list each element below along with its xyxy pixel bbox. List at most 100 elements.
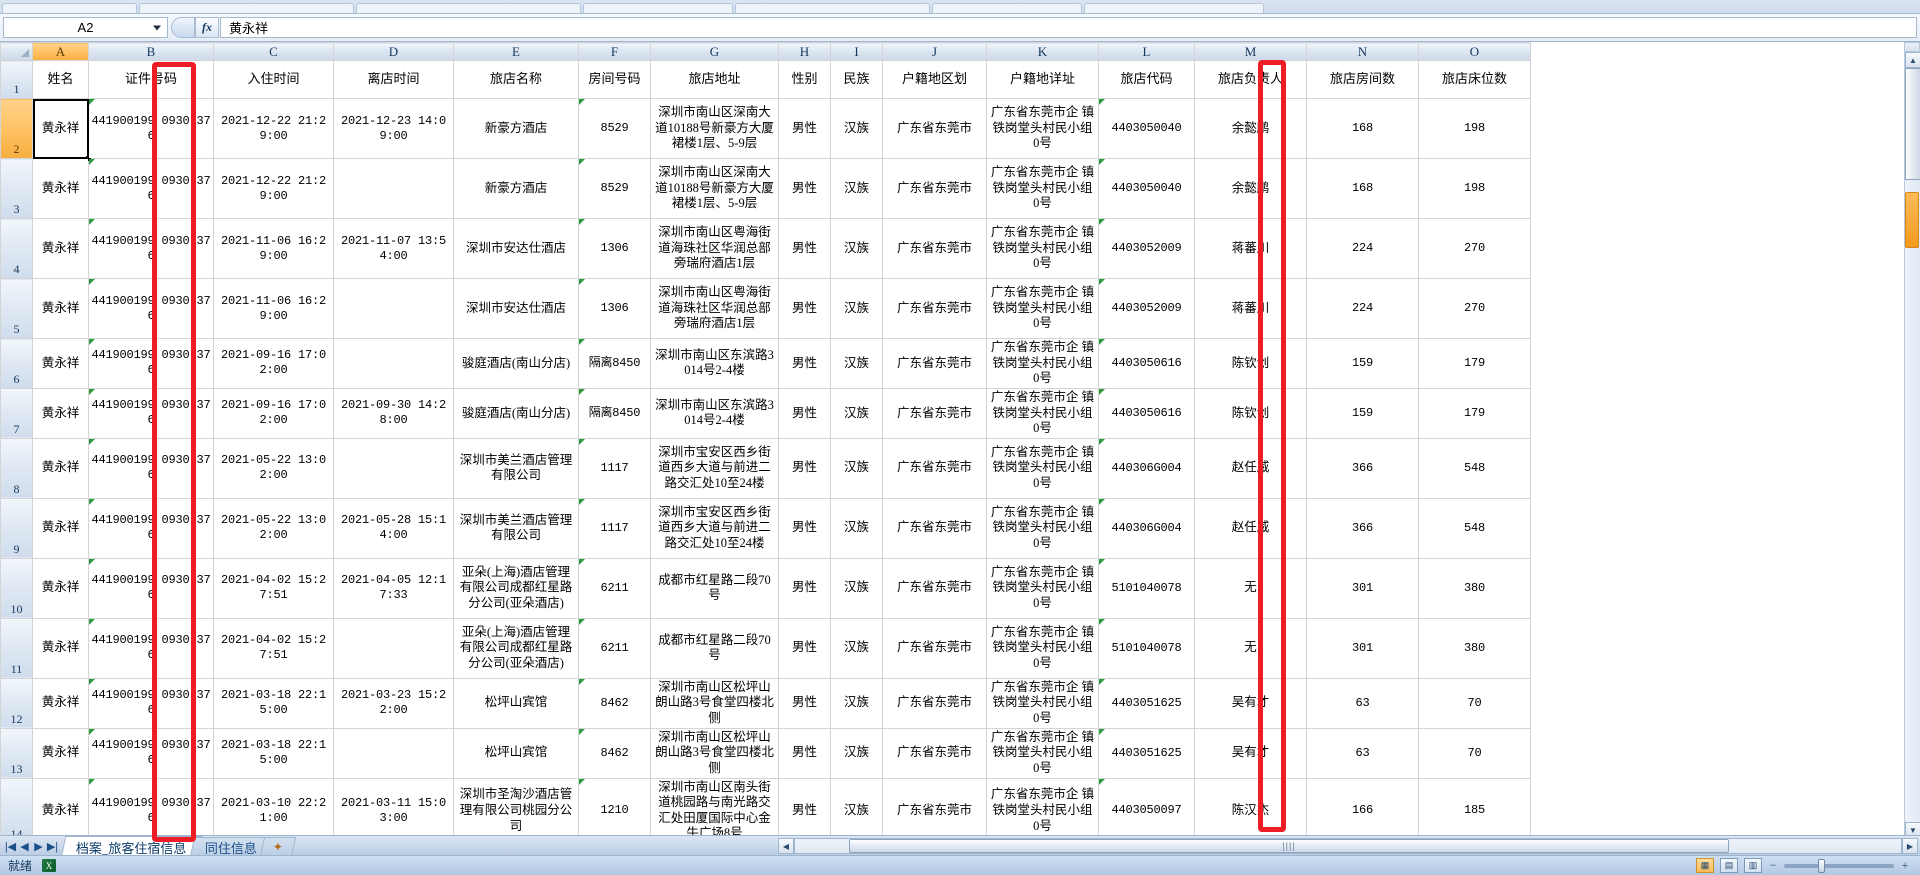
cell-G14[interactable]: 深圳市南山区南头街道桃园路与南光路交汇处田厦国际中心金牛广场8号 (650, 777, 779, 838)
cell-M3[interactable]: 余懿鹏 (1194, 158, 1307, 219)
row-header-11[interactable]: 11 (0, 617, 33, 679)
col-header-N[interactable]: N (1306, 42, 1419, 61)
column-title-cell[interactable]: 户籍地区划 (882, 60, 987, 99)
cell-I10[interactable]: 汉族 (830, 557, 883, 619)
split-handle[interactable] (1904, 42, 1920, 52)
select-all-corner[interactable] (0, 42, 33, 61)
cell-H6[interactable]: 男性 (778, 338, 831, 389)
cell-B12[interactable]: 441900199 0930 376 (88, 677, 214, 729)
cell-B2[interactable]: 441900199 0930 376 (88, 98, 214, 159)
cell-O5[interactable]: 270 (1418, 278, 1531, 339)
cell-F9[interactable]: 1117 (578, 497, 651, 559)
cell-L14[interactable]: 4403050097 (1098, 777, 1195, 838)
cell-M2[interactable]: 余懿鹏 (1194, 98, 1307, 159)
zoom-slider[interactable] (1784, 858, 1894, 873)
cell-K11[interactable]: 广东省东莞市企 镇铁岗堂头村民小组 0号 (986, 617, 1099, 679)
cell-N11[interactable]: 301 (1306, 617, 1419, 679)
spreadsheet-grid[interactable]: A B C D E F G H I J K L M N O 1 姓名 证件号码入 (0, 42, 1920, 838)
cell-K10[interactable]: 广东省东莞市企 镇铁岗堂头村民小组 0号 (986, 557, 1099, 619)
cell-E9[interactable]: 深圳市美兰酒店管理有限公司 (453, 497, 579, 559)
horizontal-scrollbar[interactable]: ◀ |||| ▶ (778, 837, 1918, 855)
col-header-L[interactable]: L (1098, 42, 1195, 61)
cell-G2[interactable]: 深圳市南山区深南大道10188号新豪方大厦裙楼1层、5-9层 (650, 98, 779, 159)
cell-H11[interactable]: 男性 (778, 617, 831, 679)
cell-D11[interactable] (333, 617, 454, 679)
column-title-cell[interactable]: 旅店名称 (453, 60, 579, 99)
cell-G6[interactable]: 深圳市南山区东滨路3014号2-4楼 (650, 338, 779, 389)
col-header-G[interactable]: G (650, 42, 779, 61)
cell-L13[interactable]: 4403051625 (1098, 727, 1195, 779)
cell-H9[interactable]: 男性 (778, 497, 831, 559)
cell-J3[interactable]: 广东省东莞市 (882, 158, 987, 219)
cell-L7[interactable]: 4403050616 (1098, 387, 1195, 439)
cell-A12[interactable]: 黄永祥 (32, 677, 89, 729)
cell-H5[interactable]: 男性 (778, 278, 831, 339)
cell-D13[interactable] (333, 727, 454, 779)
cell-G13[interactable]: 深圳市南山区松坪山朗山路3号食堂四楼北侧 (650, 727, 779, 779)
cell-C14[interactable]: 2021-03-10 22:21:00 (213, 777, 334, 838)
cell-B11[interactable]: 441900199 0930 376 (88, 617, 214, 679)
cell-F4[interactable]: 1306 (578, 218, 651, 279)
cell-E5[interactable]: 深圳市安达仕酒店 (453, 278, 579, 339)
cell-I7[interactable]: 汉族 (830, 387, 883, 439)
cell-G11[interactable]: 成都市红星路二段70号 (650, 617, 779, 679)
formula-input[interactable]: 黄永祥 (220, 17, 1917, 38)
col-header-F[interactable]: F (578, 42, 651, 61)
cell-A11[interactable]: 黄永祥 (32, 617, 89, 679)
cell-F6[interactable]: 隔离8450 (578, 338, 651, 389)
cell-H14[interactable]: 男性 (778, 777, 831, 838)
cell-F8[interactable]: 1117 (578, 437, 651, 499)
cell-D3[interactable] (333, 158, 454, 219)
cell-O14[interactable]: 185 (1418, 777, 1531, 838)
cell-A4[interactable]: 黄永祥 (32, 218, 89, 279)
cell-C8[interactable]: 2021-05-22 13:02:00 (213, 437, 334, 499)
column-title-cell[interactable]: 旅店负责人 (1194, 60, 1307, 99)
column-title-cell[interactable]: 旅店床位数 (1418, 60, 1531, 99)
cell-F3[interactable]: 8529 (578, 158, 651, 219)
cell-I3[interactable]: 汉族 (830, 158, 883, 219)
cell-O10[interactable]: 380 (1418, 557, 1531, 619)
cell-K6[interactable]: 广东省东莞市企 镇铁岗堂头村民小组 0号 (986, 338, 1099, 389)
cell-I9[interactable]: 汉族 (830, 497, 883, 559)
cell-I2[interactable]: 汉族 (830, 98, 883, 159)
cell-H10[interactable]: 男性 (778, 557, 831, 619)
cell-E6[interactable]: 骏庭酒店(南山分店) (453, 338, 579, 389)
cell-N7[interactable]: 159 (1306, 387, 1419, 439)
cell-G10[interactable]: 成都市红星路二段70号 (650, 557, 779, 619)
cell-B10[interactable]: 441900199 0930 376 (88, 557, 214, 619)
insert-worksheet-icon[interactable]: ✦ (259, 836, 296, 857)
cell-B7[interactable]: 441900199 0930 376 (88, 387, 214, 439)
row-header-4[interactable]: 4 (0, 218, 33, 279)
cell-E4[interactable]: 深圳市安达仕酒店 (453, 218, 579, 279)
cell-B4[interactable]: 441900199 0930 376 (88, 218, 214, 279)
sheet-tab-cohabitant-info[interactable]: 同住信息 (189, 836, 272, 857)
cell-G8[interactable]: 深圳市宝安区西乡街道西乡大道与前进二路交汇处10至24楼 (650, 437, 779, 499)
cell-F14[interactable]: 1210 (578, 777, 651, 838)
cell-L9[interactable]: 440306G004 (1098, 497, 1195, 559)
cell-K8[interactable]: 广东省东莞市企 镇铁岗堂头村民小组 0号 (986, 437, 1099, 499)
cell-I11[interactable]: 汉族 (830, 617, 883, 679)
cell-C10[interactable]: 2021-04-02 15:27:51 (213, 557, 334, 619)
row-header-13[interactable]: 13 (0, 727, 33, 779)
col-header-O[interactable]: O (1418, 42, 1531, 61)
cell-D14[interactable]: 2021-03-11 15:03:00 (333, 777, 454, 838)
cell-G7[interactable]: 深圳市南山区东滨路3014号2-4楼 (650, 387, 779, 439)
cell-A6[interactable]: 黄永祥 (32, 338, 89, 389)
cell-J11[interactable]: 广东省东莞市 (882, 617, 987, 679)
cell-F10[interactable]: 6211 (578, 557, 651, 619)
column-title-cell[interactable]: 离店时间 (333, 60, 454, 99)
cell-C2[interactable]: 2021-12-22 21:29:00 (213, 98, 334, 159)
cell-C5[interactable]: 2021-11-06 16:29:00 (213, 278, 334, 339)
column-title-cell[interactable]: 性别 (778, 60, 831, 99)
cell-K5[interactable]: 广东省东莞市企 镇铁岗堂头村民小组 0号 (986, 278, 1099, 339)
cell-N2[interactable]: 168 (1306, 98, 1419, 159)
cell-O7[interactable]: 179 (1418, 387, 1531, 439)
cell-C11[interactable]: 2021-04-02 15:27:51 (213, 617, 334, 679)
column-title-cell[interactable]: 姓名 (32, 60, 89, 99)
cell-O2[interactable]: 198 (1418, 98, 1531, 159)
cell-M8[interactable]: 赵任威 (1194, 437, 1307, 499)
view-normal-icon[interactable]: ▦ (1696, 858, 1714, 873)
cell-E3[interactable]: 新豪方酒店 (453, 158, 579, 219)
col-header-J[interactable]: J (882, 42, 987, 61)
cell-O3[interactable]: 198 (1418, 158, 1531, 219)
